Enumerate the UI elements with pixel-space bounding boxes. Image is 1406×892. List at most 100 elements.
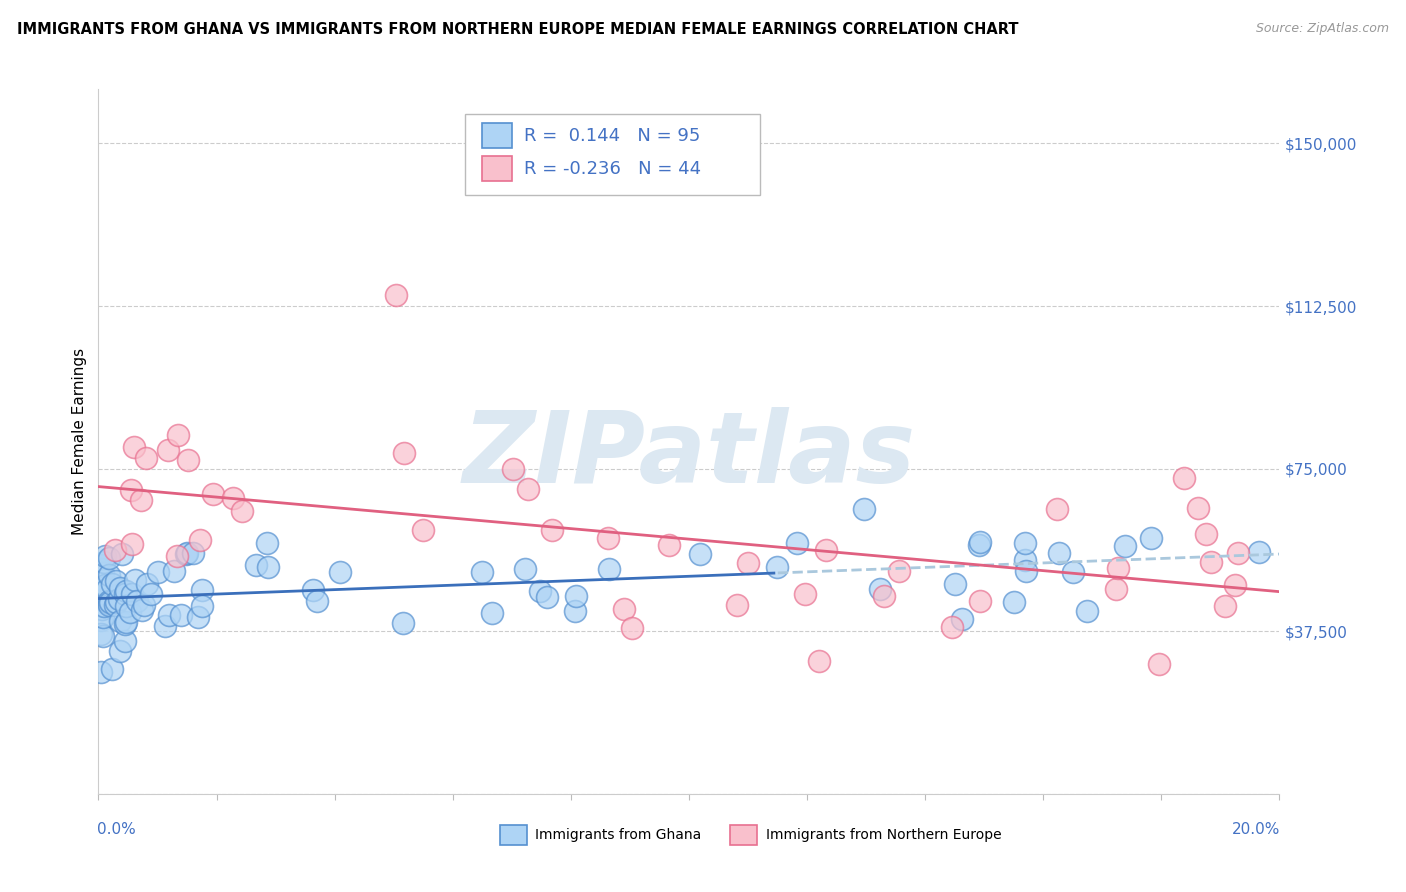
Point [94,578,117,592]
Point [1223,577,1246,591]
Point [104,543,127,558]
Point [111,548,134,562]
Point [598,562,620,576]
Point [90,587,112,601]
Point [98,594,121,608]
Point [174,547,197,561]
Point [107,591,129,606]
Text: Source: ZipAtlas.com: Source: ZipAtlas.com [1256,22,1389,36]
Point [91,602,114,616]
Point [188,533,211,547]
Point [564,604,586,618]
Point [1149,657,1171,671]
Point [231,504,253,518]
Point [869,582,891,597]
Point [1199,555,1222,569]
Point [93,599,115,614]
Text: R =  0.144   N = 95: R = 0.144 N = 95 [523,127,700,145]
Point [90,613,112,627]
Point [96,582,118,597]
Point [392,616,415,631]
Point [90,589,112,603]
Text: Immigrants from Ghana: Immigrants from Ghana [536,828,702,842]
Point [305,593,328,607]
Point [124,574,146,588]
Point [969,593,991,607]
Bar [730,825,758,845]
Point [1047,546,1070,560]
Point [1114,539,1136,553]
Point [101,662,124,676]
Point [621,621,644,635]
Point [97,596,120,610]
Point [108,644,131,658]
Point [110,614,132,628]
Point [131,603,153,617]
Point [157,443,180,458]
Point [121,587,143,601]
Point [114,615,136,629]
Point [93,573,115,587]
Y-axis label: Median Female Earnings: Median Female Earnings [72,348,87,535]
Point [104,595,127,609]
Point [502,462,524,476]
Point [127,594,149,608]
Text: IMMIGRANTS FROM GHANA VS IMMIGRANTS FROM NORTHERN EUROPE MEDIAN FEMALE EARNINGS : IMMIGRANTS FROM GHANA VS IMMIGRANTS FROM… [17,22,1018,37]
Point [967,538,990,552]
Point [1014,553,1036,567]
Point [108,581,131,595]
Point [384,288,406,302]
Point [392,446,415,460]
Point [146,565,169,579]
Point [132,599,155,613]
Point [98,598,121,612]
Point [1014,536,1036,550]
Point [91,630,114,644]
Point [887,564,910,578]
Text: R = -0.236   N = 44: R = -0.236 N = 44 [523,160,700,178]
Bar [482,156,512,181]
Point [105,574,128,589]
Point [257,559,280,574]
Point [120,606,142,620]
Point [170,608,193,623]
Point [1140,531,1163,545]
Text: ZIPatlas: ZIPatlas [463,407,915,504]
Bar [482,123,512,148]
Point [540,523,562,537]
Point [93,593,115,607]
Point [1195,526,1218,541]
Point [202,487,225,501]
FancyBboxPatch shape [464,114,759,194]
Point [808,654,831,668]
Point [121,537,143,551]
Point [950,612,973,626]
Point [136,577,159,591]
Point [93,555,115,569]
Point [104,599,127,613]
Point [115,584,138,599]
Point [167,427,190,442]
Point [1107,560,1129,574]
Point [153,618,176,632]
Point [329,565,352,579]
Point [120,483,142,497]
Point [941,620,963,634]
Point [302,583,325,598]
Point [166,549,188,564]
Point [872,589,894,603]
Point [256,536,278,550]
Point [101,577,124,591]
Point [1002,595,1025,609]
Point [481,606,503,620]
Bar [501,825,527,845]
Point [737,556,759,570]
Point [93,566,115,581]
Point [1187,501,1209,516]
Point [187,610,209,624]
Point [163,564,186,578]
Point [943,577,966,591]
Point [190,583,212,598]
Text: Immigrants from Northern Europe: Immigrants from Northern Europe [766,828,1001,842]
Point [969,534,991,549]
